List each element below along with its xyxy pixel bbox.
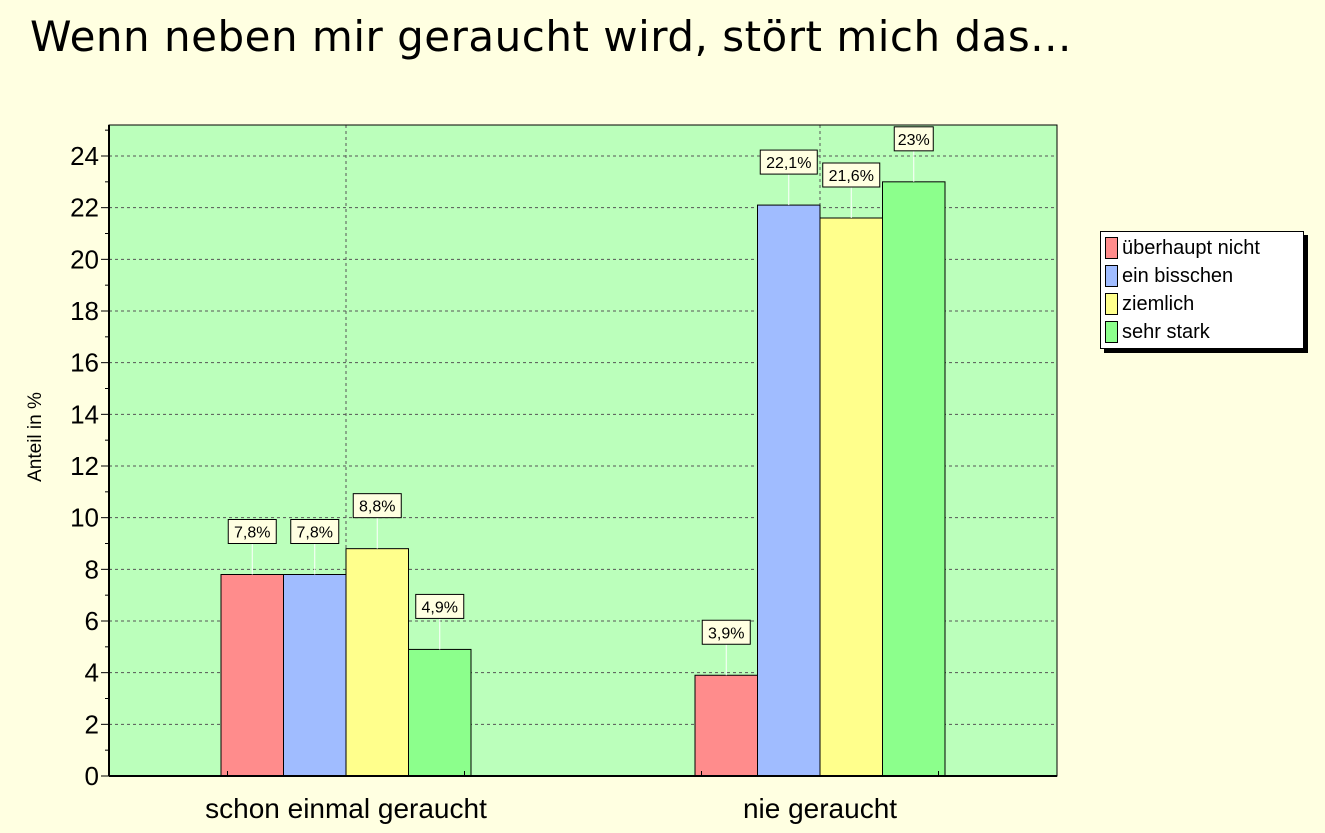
legend-item: ziemlich <box>1105 290 1303 318</box>
data-label-box <box>227 519 277 544</box>
y-tick-label: 12 <box>70 451 99 481</box>
y-tick-label: 24 <box>70 141 99 171</box>
data-label-box <box>415 593 465 619</box>
y-tick-label: 4 <box>85 658 99 688</box>
data-label: 22,1% <box>766 155 811 172</box>
y-tick-label: 0 <box>85 761 99 791</box>
data-label: 21,6% <box>829 168 874 185</box>
bar <box>283 574 347 777</box>
data-label: 8,8% <box>359 499 395 516</box>
bar <box>220 574 284 777</box>
data-label: 4,9% <box>422 599 458 616</box>
data-label-box <box>290 519 340 544</box>
y-tick-label: 10 <box>70 503 99 533</box>
legend-swatch <box>1105 321 1118 343</box>
y-tick-label: 20 <box>70 244 99 274</box>
bar <box>408 648 472 777</box>
data-label-box <box>352 493 402 519</box>
data-label-box <box>822 162 881 188</box>
legend: überhaupt nicht ein bisschen ziemlich sehr … <box>1100 231 1304 349</box>
bar <box>757 204 821 777</box>
y-tick-label: 6 <box>85 606 99 636</box>
legend-item: überhaupt nicht <box>1105 234 1303 262</box>
legend-swatch <box>1105 265 1118 287</box>
bar <box>345 548 409 777</box>
y-tick-label: 16 <box>70 348 99 378</box>
y-tick-label: 22 <box>70 193 99 223</box>
x-category-label: schon einmal geraucht <box>205 793 487 824</box>
data-label: 7,8% <box>297 525 333 542</box>
bar <box>694 674 758 777</box>
data-label: 23% <box>898 132 930 149</box>
legend-item: ein bisschen <box>1105 262 1303 290</box>
y-axis-label: Anteil in % <box>25 392 46 482</box>
data-label: 7,8% <box>234 525 270 542</box>
legend-swatch <box>1105 237 1118 259</box>
bar <box>882 181 946 777</box>
y-tick-label: 18 <box>70 296 99 326</box>
x-category-label: nie geraucht <box>743 793 897 824</box>
bar <box>819 217 883 777</box>
data-label-box <box>759 149 818 175</box>
data-label: 3,9% <box>708 625 744 642</box>
data-label-box <box>893 126 934 152</box>
data-label-box <box>701 619 751 645</box>
legend-swatch <box>1105 293 1118 315</box>
page-title: Wenn neben mir geraucht wird, stört mich… <box>30 12 1072 61</box>
y-tick-label: 14 <box>70 399 99 429</box>
legend-label: ziemlich <box>1122 292 1195 315</box>
y-tick-label: 2 <box>85 709 99 739</box>
y-tick-label: 8 <box>85 554 99 584</box>
legend-label: überhaupt nicht <box>1122 236 1260 259</box>
legend-label: sehr stark <box>1122 320 1210 343</box>
legend-item: sehr stark <box>1105 318 1303 346</box>
legend-label: ein bisschen <box>1122 264 1234 287</box>
